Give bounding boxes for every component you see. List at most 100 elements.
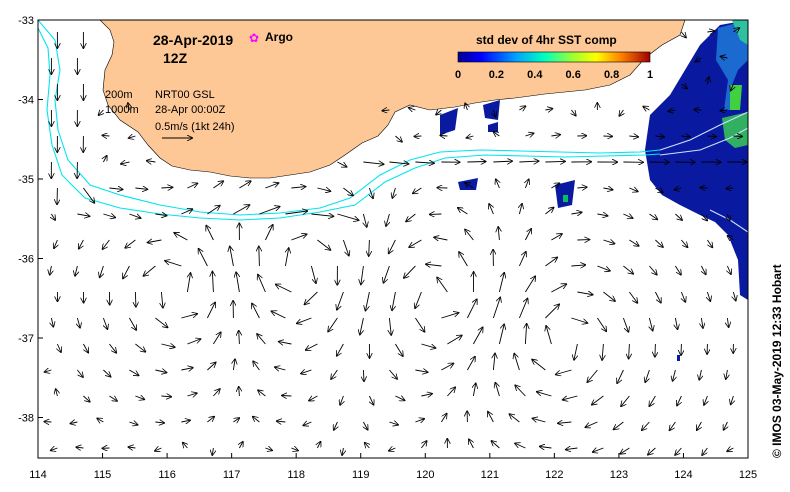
- current-arrow: [207, 206, 219, 215]
- current-arrow: [306, 343, 318, 350]
- current-arrow: [389, 422, 398, 425]
- current-arrow: [79, 239, 84, 249]
- current-arrow: [337, 291, 344, 310]
- isobath-1000-label: 1000m: [105, 104, 139, 116]
- x-tick-label: 124: [674, 469, 692, 481]
- current-arrow: [441, 313, 458, 319]
- plot-frame: [37, 19, 749, 459]
- x-tick-label: 121: [481, 469, 499, 481]
- current-arrow: [51, 213, 55, 220]
- current-arrow: [252, 304, 260, 319]
- x-tick-label: 123: [610, 469, 628, 481]
- current-arrow: [109, 396, 117, 401]
- current-arrow: [545, 258, 557, 267]
- current-arrow: [436, 110, 441, 115]
- current-arrow: [342, 239, 348, 256]
- current-arrow: [649, 265, 656, 275]
- current-arrow: [629, 188, 637, 191]
- current-arrow: [727, 213, 729, 221]
- current-arrow: [413, 187, 422, 193]
- current-arrow: [409, 239, 422, 247]
- current-arrow: [272, 311, 286, 319]
- current-arrow: [545, 161, 565, 162]
- current-arrow: [726, 369, 728, 379]
- current-arrow: [643, 107, 650, 110]
- current-arrow: [675, 188, 682, 190]
- y-tick-label: -33: [18, 15, 34, 27]
- current-arrow: [571, 110, 575, 116]
- current-arrow: [97, 419, 104, 423]
- current-arrow: [297, 317, 312, 323]
- current-arrow: [467, 357, 475, 371]
- y-tick-label: -37: [18, 333, 34, 345]
- current-arrow: [392, 187, 395, 198]
- current-arrow: [363, 162, 383, 164]
- current-arrow: [76, 447, 84, 448]
- current-arrow: [50, 265, 52, 275]
- current-arrow: [525, 276, 535, 293]
- current-arrow: [51, 317, 53, 327]
- current-arrow: [337, 161, 346, 167]
- current-arrow: [473, 384, 475, 397]
- current-arrow: [389, 317, 391, 335]
- current-arrow: [265, 183, 278, 189]
- current-arrow: [155, 448, 162, 451]
- current-arrow: [363, 369, 364, 381]
- current-arrow: [704, 395, 707, 405]
- current-arrow: [675, 213, 682, 220]
- current-arrow: [361, 265, 364, 284]
- current-arrow: [642, 421, 650, 430]
- current-arrow: [129, 447, 136, 448]
- current-arrow: [253, 361, 260, 371]
- current-arrow: [148, 240, 162, 243]
- current-arrow: [233, 205, 249, 215]
- current-arrow: [181, 209, 192, 215]
- current-arrow: [681, 239, 687, 247]
- current-arrow: [155, 370, 166, 373]
- current-arrow: [597, 214, 607, 216]
- current-arrow: [459, 252, 468, 267]
- current-arrow: [514, 354, 520, 371]
- current-arrow: [458, 208, 468, 215]
- current-arrow: [498, 227, 499, 241]
- current-arrow: [731, 395, 734, 404]
- current-arrow: [675, 447, 682, 455]
- colorbar: [457, 51, 651, 63]
- current-arrow: [83, 343, 88, 353]
- current-arrow: [233, 418, 239, 422]
- current-arrow: [392, 291, 395, 310]
- y-tick-label: -34: [18, 95, 34, 107]
- current-arrow: [518, 252, 525, 267]
- current-arrow: [103, 156, 106, 163]
- current-arrow: [291, 448, 298, 451]
- current-arrow: [465, 183, 474, 189]
- current-arrow: [275, 367, 286, 370]
- current-arrow: [212, 272, 213, 293]
- current-arrow: [558, 422, 572, 423]
- current-arrow: [597, 265, 609, 271]
- current-arrow: [213, 389, 219, 397]
- x-tick-label: 116: [158, 469, 176, 481]
- current-arrow: [382, 110, 390, 111]
- current-arrow: [279, 342, 292, 344]
- current-arrow: [721, 57, 728, 59]
- current-arrow: [206, 303, 215, 319]
- current-arrow: [337, 213, 358, 220]
- current-arrow: [551, 284, 566, 293]
- current-arrow: [174, 233, 188, 241]
- current-arrow: [593, 448, 604, 452]
- current-arrow: [415, 317, 424, 332]
- current-arrow: [303, 422, 312, 425]
- x-tick-label: 120: [416, 469, 434, 481]
- current-arrow: [310, 265, 316, 283]
- current-arrow: [707, 136, 716, 137]
- scale-label: 0.5m/s (1kt 24h): [155, 121, 234, 133]
- current-arrow: [733, 291, 735, 301]
- current-arrow: [603, 291, 615, 301]
- current-arrow: [681, 291, 685, 302]
- current-arrow: [282, 396, 292, 397]
- current-arrow: [317, 442, 320, 449]
- current-arrow: [701, 265, 705, 274]
- current-arrow: [181, 368, 192, 370]
- current-arrow: [187, 273, 190, 293]
